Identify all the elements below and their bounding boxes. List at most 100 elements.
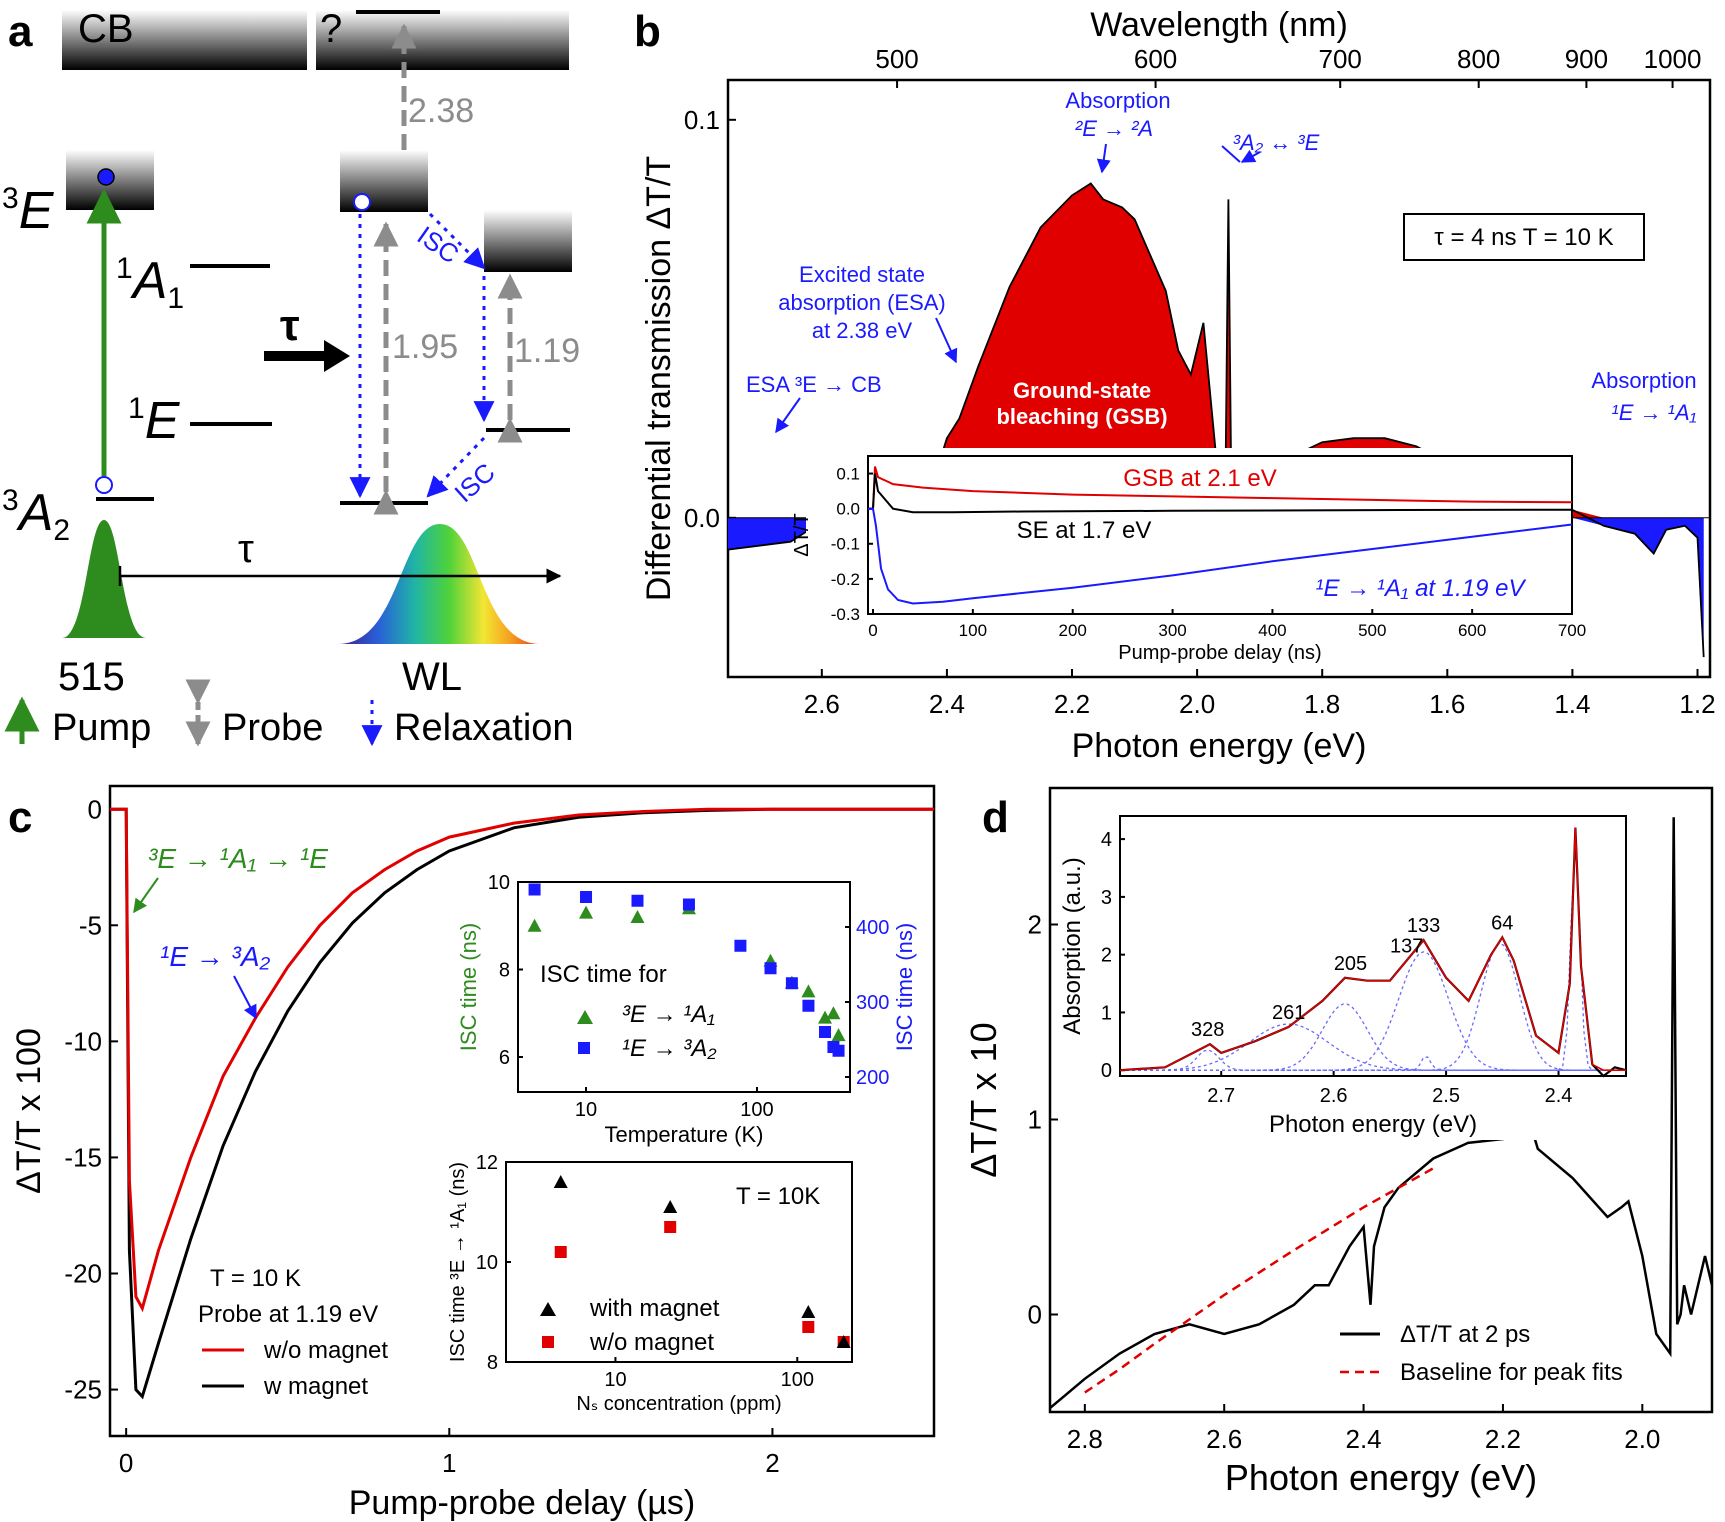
- c-inset1-sq-point: [764, 962, 777, 975]
- tau-label-top: τ: [280, 301, 300, 350]
- d-xlabel: Photon energy (eV): [1225, 1457, 1537, 1498]
- b-ytick-label: 0.0: [684, 503, 720, 533]
- annot-probe: Probe at 1.19 eV: [198, 1301, 378, 1328]
- c-inset1-y2tick-label: 400: [856, 917, 889, 939]
- panel-a: a CB ? 3E 1A1 1E 3A2 2.38 1.95 1.19: [2, 7, 580, 749]
- annot-abs-ir: ¹E → ¹A₁: [1611, 400, 1696, 425]
- c-inset2-sq-point: [664, 1221, 677, 1233]
- inset1-legend-tri-label: ³E → ¹A₁: [622, 1001, 715, 1028]
- d-inset-ylabel: Absorption (a.u.): [1059, 857, 1086, 1034]
- annot-path1: ³E → ¹A₁ → ¹E: [148, 843, 328, 874]
- d-ylabel: ΔT/T x 10: [963, 1022, 1004, 1177]
- pump-pulse: [62, 520, 146, 638]
- annot-arrow-a2e3: [1240, 149, 1261, 163]
- e1-level-label: 1E: [128, 392, 181, 450]
- annot-se-line1: Stimulated: [1308, 386, 1420, 411]
- conditions-text: τ = 4 ns T = 10 K: [1434, 224, 1613, 251]
- d-inset-ytick-label: 2: [1101, 945, 1112, 967]
- b-inset-xtick-label: 700: [1558, 621, 1586, 640]
- d-series-data: [1049, 817, 1714, 1410]
- energy-label-zpl: 1.95: [392, 328, 458, 366]
- annot-esa-line3: at 2.38 eV: [812, 318, 913, 343]
- c-inset2-tri-point: [801, 1305, 816, 1318]
- isc-label-1: ISC: [412, 220, 465, 269]
- c-inset1-sq-point: [682, 898, 695, 911]
- delay-arrow-head: [324, 340, 350, 372]
- plot-b-inset: 0 100 200 300 400 500 600 700 0.1 0.0 -0.1 -0.2 -0.3…: [791, 455, 1586, 664]
- b-xtick-label: 1.4: [1554, 689, 1590, 719]
- c-inset1-sq-point: [631, 894, 644, 907]
- d-inset-fit: [1119, 827, 1626, 1071]
- inset1-legend-sq: [578, 1042, 590, 1054]
- d-ytick-label: 1: [1028, 1105, 1042, 1135]
- b-inset-ytick-label: 0.1: [836, 465, 860, 484]
- cb-label: CB: [78, 7, 134, 51]
- c-inset1-frame: [517, 881, 851, 1093]
- c-inset2-tri-point: [553, 1175, 568, 1188]
- conduction-band-right: [316, 10, 569, 70]
- c-xtick-label: 1: [442, 1448, 456, 1478]
- d-xtick-label: 2.4: [1346, 1424, 1382, 1454]
- conduction-band-left: [62, 10, 307, 70]
- b-x2label: Wavelength (nm): [1090, 6, 1348, 44]
- c-inset2-ylabel: ISC time ³E → ¹A₁ (ns): [447, 1162, 469, 1362]
- e1-band-right: [484, 210, 572, 272]
- panel-c-label: c: [8, 793, 32, 842]
- legend-black-label: w magnet: [263, 1373, 368, 1400]
- c-inset1-tri-point: [527, 918, 542, 932]
- c-inset2-ytick-label: 10: [476, 1252, 498, 1274]
- c-inset1-y2tick-label: 300: [856, 992, 889, 1014]
- b-inset-xlabel: Pump-probe delay (ns): [1118, 642, 1321, 664]
- c-inset1-y2label: ISC time (ns): [892, 923, 917, 1051]
- annot-gsb-line1: Ground-state: [1013, 378, 1151, 403]
- c-ytick-label: -5: [79, 910, 102, 940]
- b-x2tick-label: 500: [875, 44, 918, 74]
- c-xtick-label: 2: [765, 1448, 779, 1478]
- inset1-legend-tri: [577, 1010, 593, 1024]
- d-inset-component-6: [1120, 839, 1626, 1071]
- white-light-label: WL: [402, 655, 462, 699]
- c-inset1-tri-point: [818, 1010, 833, 1024]
- c-inset1-xlabel: Temperature (K): [605, 1122, 764, 1147]
- d-inset-xtick-label: 2.7: [1207, 1085, 1235, 1107]
- b-x2tick-label: 700: [1319, 44, 1362, 74]
- conditions-box: [1403, 213, 1645, 261]
- c-inset2-ytick-label: 12: [476, 1152, 498, 1174]
- inset2-legend-sq: [542, 1336, 554, 1348]
- d-inset-peak-label: 261: [1272, 1002, 1305, 1024]
- c-xtick-label: 0: [119, 1448, 133, 1478]
- annot-absorption-2e2a-title: Absorption: [1065, 88, 1170, 113]
- d-xtick-label: 2.8: [1067, 1424, 1103, 1454]
- e3-level-label: 3E: [2, 182, 55, 240]
- legend-d-baseline-label: Baseline for peak fits: [1400, 1359, 1623, 1386]
- c-inset1-y2tick-label: 200: [856, 1067, 889, 1089]
- inset1-title: ISC time for: [540, 961, 667, 988]
- c-ytick-label: -20: [64, 1259, 102, 1289]
- plot-c-inset-concentration: 10 100 8 10 12 Nₛ concentration (ppm) ISC time…: [447, 1152, 853, 1415]
- d-ytick-label: 0: [1028, 1300, 1042, 1330]
- c-inset1-tri-point: [579, 905, 594, 919]
- c-inset1-sq-point: [734, 939, 747, 952]
- d-inset-ytick-label: 0: [1101, 1060, 1112, 1082]
- annot-esa-line2: absorption (ESA): [778, 290, 946, 315]
- annot-esa-cb: ESA ³E → CB: [746, 372, 882, 397]
- annot-arrow-2e2a: [1096, 143, 1111, 174]
- c-inset1-tri-point: [801, 984, 816, 998]
- b-inset-xtick-label: 200: [1059, 621, 1087, 640]
- b-xtick-label: 1.2: [1679, 689, 1715, 719]
- c-ytick-label: 0: [88, 794, 102, 824]
- annot-gsb-line2: bleaching (GSB): [996, 404, 1167, 429]
- inset-d-bg: [1070, 800, 1640, 1140]
- d-inset-xtick-label: 2.4: [1545, 1085, 1573, 1107]
- b-inset-series-1: [868, 473, 1573, 514]
- inset-label-gsb: GSB at 2.1 eV: [1123, 465, 1276, 492]
- c-inset1-tri-point: [630, 910, 645, 923]
- annot-a2-e3: ³A₂ ↔ ³E: [1233, 130, 1320, 155]
- c-inset1-ytick-label: 6: [499, 1047, 510, 1069]
- annot-arrow-path2: [233, 975, 257, 1020]
- b-xlabel: Photon energy (eV): [1072, 727, 1367, 765]
- d-inset-xlabel: Photon energy (eV): [1269, 1111, 1477, 1138]
- annot-abs-ir-title: Absorption: [1591, 368, 1696, 393]
